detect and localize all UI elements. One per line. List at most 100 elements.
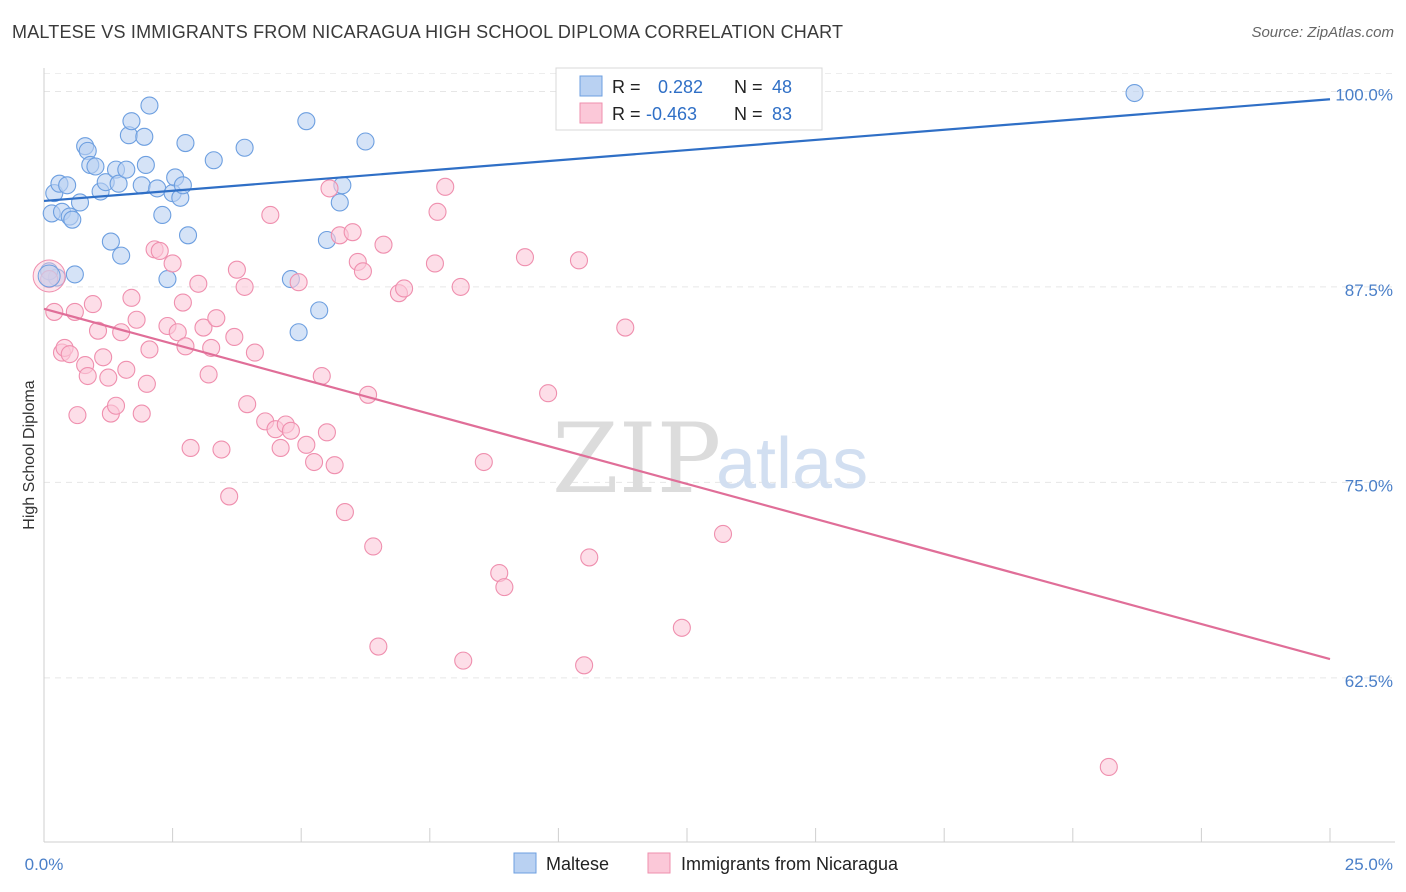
- nicaragua-point: [132, 404, 151, 423]
- trend-lines: [43, 98, 1331, 661]
- nicaragua-point: [227, 260, 246, 279]
- maltese-point: [140, 96, 159, 115]
- maltese-point-large: [37, 264, 61, 288]
- maltese-point: [122, 112, 141, 131]
- watermark-zip: ZIP: [552, 403, 721, 515]
- nicaragua-point: [78, 366, 97, 386]
- maltese-point: [109, 174, 128, 193]
- legend-swatch-nicaragua: [579, 102, 603, 124]
- nicaragua-point: [428, 202, 447, 221]
- legend-r-label: R =: [612, 104, 641, 124]
- maltese-point: [148, 179, 167, 198]
- nicaragua-point: [320, 179, 339, 198]
- maltese-point: [86, 157, 105, 176]
- legend-n-label: N =: [734, 104, 763, 124]
- nicaragua-point: [150, 241, 169, 260]
- nicaragua-point: [261, 205, 280, 225]
- maltese-point: [135, 127, 154, 146]
- x-tick-label: 25.0%: [1345, 855, 1393, 874]
- nicaragua-point: [353, 262, 372, 281]
- maltese-point: [112, 246, 131, 265]
- legend-r-value: 0.282: [658, 77, 703, 97]
- nicaragua-point: [325, 456, 344, 475]
- nicaragua-point: [106, 396, 126, 415]
- nicaragua-point: [575, 656, 594, 675]
- maltese-point: [117, 160, 136, 179]
- legend-n-label: N =: [734, 77, 763, 97]
- maltese-trend-line: [43, 98, 1331, 203]
- nicaragua-point: [289, 273, 308, 292]
- nicaragua-point: [235, 277, 254, 296]
- x-tick-label: 0.0%: [25, 855, 64, 874]
- nicaragua-point: [495, 578, 514, 597]
- legend-r-label: R =: [612, 77, 641, 97]
- nicaragua-point: [68, 406, 87, 425]
- maltese-point: [153, 205, 172, 225]
- nicaragua-point: [220, 487, 239, 506]
- maltese-point: [63, 210, 82, 229]
- maltese-point: [101, 232, 120, 251]
- nicaragua-point: [225, 327, 244, 346]
- nicaragua-point: [317, 423, 336, 442]
- nicaragua-point: [271, 438, 290, 458]
- source-credit: Source: ZipAtlas.com: [1251, 24, 1394, 41]
- nicaragua-point: [616, 318, 635, 337]
- series-legend: Maltese Immigrants from Nicaragua: [513, 852, 899, 874]
- nicaragua-point: [305, 452, 324, 472]
- maltese-point: [178, 226, 198, 245]
- maltese-point: [158, 270, 177, 289]
- nicaragua-point: [168, 323, 187, 342]
- nicaragua-point: [163, 254, 182, 273]
- nicaragua-point: [451, 277, 470, 296]
- y-tick-label: 62.5%: [1345, 672, 1393, 691]
- nicaragua-point: [88, 321, 108, 340]
- series-swatch-maltese: [513, 852, 537, 874]
- nicaragua-point: [99, 368, 118, 387]
- nicaragua-point: [580, 548, 599, 567]
- maltese-point: [289, 323, 308, 342]
- stats-legend: R = 0.282 N = 48 R = -0.463 N = 83: [555, 67, 823, 131]
- nicaragua-point: [181, 438, 200, 458]
- nicaragua-point: [199, 365, 218, 384]
- nicaragua-point: [713, 524, 733, 544]
- nicaragua-point: [515, 248, 535, 267]
- nicaragua-point: [1099, 757, 1118, 776]
- nicaragua-point: [189, 274, 208, 293]
- nicaragua-point: [117, 360, 136, 379]
- series-label-maltese: Maltese: [546, 854, 609, 874]
- nicaragua-point: [539, 384, 558, 403]
- nicaragua-point: [369, 637, 388, 656]
- maltese-point: [65, 265, 84, 284]
- nicaragua-point: [364, 537, 383, 556]
- maltese-point: [204, 151, 223, 170]
- nicaragua-point: [395, 279, 414, 298]
- nicaragua-point: [281, 421, 300, 440]
- nicaragua-point: [238, 395, 257, 414]
- maltese-point: [297, 112, 316, 131]
- maltese-point: [235, 138, 254, 157]
- nicaragua-point: [83, 295, 102, 314]
- axes: [43, 68, 1395, 843]
- maltese-point: [176, 134, 195, 153]
- nicaragua-point: [335, 503, 354, 522]
- maltese-point: [356, 132, 375, 151]
- nicaragua-point: [436, 177, 455, 196]
- nicaragua-point: [474, 452, 493, 472]
- y-axis-label: High School Diploma: [21, 380, 38, 530]
- maltese-point: [330, 193, 349, 212]
- maltese-point: [58, 176, 77, 195]
- x-tick-labels: 0.0% 25.0%: [25, 855, 1393, 874]
- nicaragua-point: [245, 343, 264, 362]
- nicaragua-point: [212, 440, 231, 459]
- nicaragua-point: [343, 223, 362, 242]
- nicaragua-point: [122, 288, 141, 307]
- chart-title: MALTESE VS IMMIGRANTS FROM NICARAGUA HIG…: [12, 22, 844, 42]
- nicaragua-point: [207, 309, 226, 328]
- nicaragua-point: [173, 293, 192, 312]
- series-swatch-nicaragua: [647, 852, 671, 874]
- y-tick-label: 100.0%: [1335, 85, 1393, 104]
- maltese-point: [136, 155, 155, 174]
- nicaragua-point: [194, 318, 213, 337]
- y-tick-labels: 100.0% 87.5% 75.0% 62.5%: [1335, 85, 1393, 690]
- watermark-atlas: atlas: [716, 424, 868, 504]
